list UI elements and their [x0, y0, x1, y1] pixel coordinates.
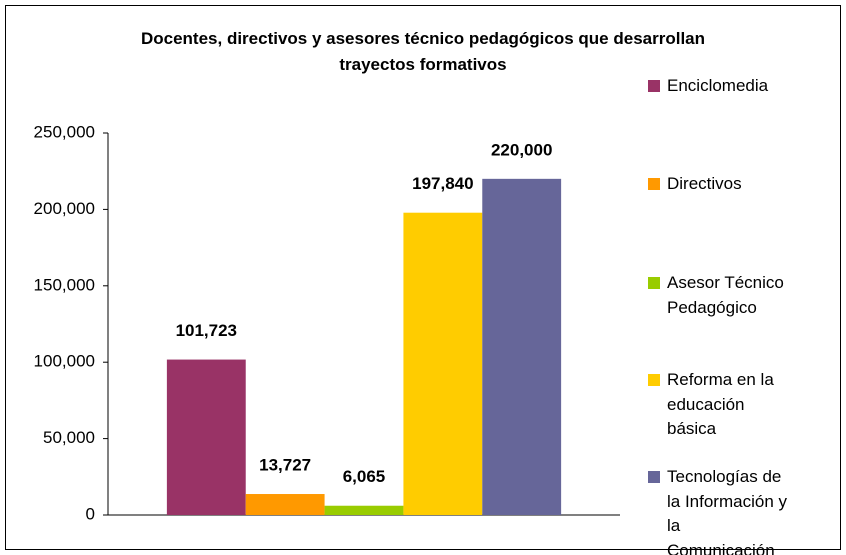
- chart-title: Docentes, directivos y asesores técnico …: [140, 29, 706, 74]
- y-tick-label: 250,000: [34, 122, 95, 141]
- legend-swatch: [648, 374, 660, 386]
- legend-swatch: [648, 80, 660, 92]
- legend-swatch: [648, 471, 660, 483]
- legend-label: Directivos: [667, 174, 742, 193]
- data-label: 220,000: [491, 140, 552, 159]
- legend-swatch: [648, 277, 660, 289]
- legend-label: Asesor Técnico Pedagógico: [667, 273, 784, 317]
- legend-label: Reforma en la educación básica: [667, 370, 774, 438]
- bar: [482, 178, 562, 515]
- bar: [245, 494, 325, 515]
- data-label: 197,840: [412, 174, 473, 193]
- legend-item: Asesor Técnico Pedagógico: [648, 271, 828, 320]
- bar: [403, 212, 483, 515]
- y-tick-label: 100,000: [34, 352, 95, 371]
- y-tick-label: 200,000: [34, 199, 95, 218]
- legend-label: Enciclomedia: [667, 76, 769, 95]
- y-tick-label: 150,000: [34, 275, 95, 294]
- bar: [324, 505, 404, 515]
- legend-swatch: [648, 178, 660, 190]
- data-label: 101,723: [176, 321, 237, 340]
- legend-item: Reforma en la educación básica: [648, 368, 828, 442]
- data-label: 6,065: [343, 467, 386, 486]
- legend-item: Tecnologías de la Información y la Comun…: [648, 465, 828, 555]
- bar: [166, 359, 246, 515]
- y-tick-label: 0: [86, 504, 95, 523]
- legend-label: Tecnologías de la Información y la Comun…: [667, 467, 787, 555]
- legend-item: Directivos: [648, 172, 828, 197]
- y-tick-label: 50,000: [43, 428, 95, 447]
- legend-item: Enciclomedia: [648, 74, 828, 99]
- data-label: 13,727: [259, 456, 311, 475]
